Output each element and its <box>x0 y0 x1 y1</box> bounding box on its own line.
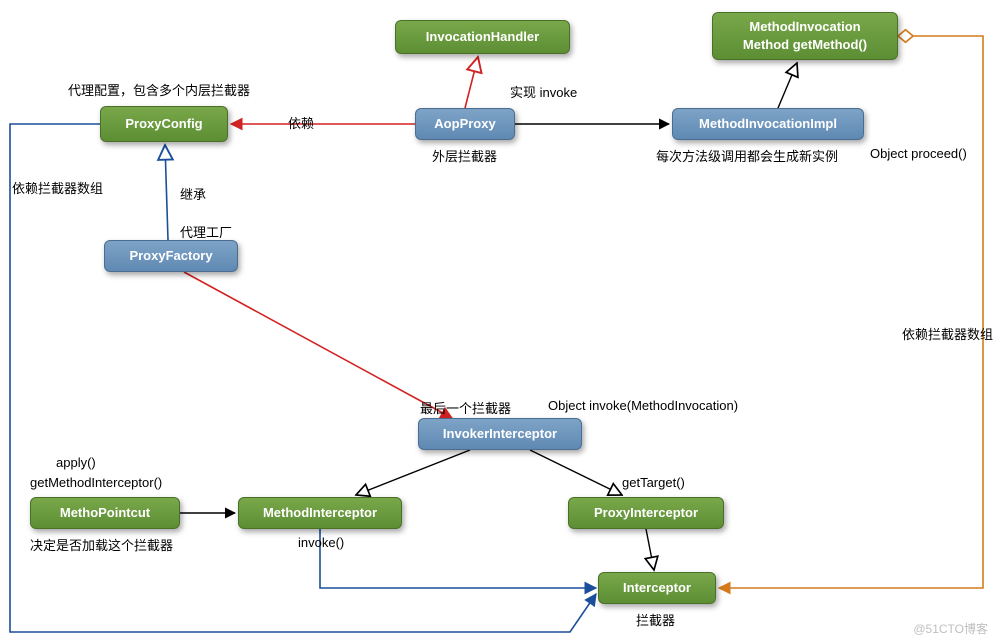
node-method-invocation-impl: MethodInvocationImpl <box>672 108 864 140</box>
label-get-mi: getMethodInterceptor() <box>30 475 162 490</box>
node-proxy-interceptor: ProxyInterceptor <box>568 497 724 529</box>
node-invocation-handler: InvocationHandler <box>395 20 570 54</box>
edge-pf-to-pc <box>165 145 168 240</box>
node-invoker-interceptor: InvokerInterceptor <box>418 418 582 450</box>
label-get-target: getTarget() <box>622 475 685 490</box>
edge-aop-to-invhandler <box>465 57 478 108</box>
node-method-invocation: MethodInvocation Method getMethod() <box>712 12 898 60</box>
label-depend-group-right: 依赖拦截器数组 <box>902 324 993 343</box>
edge-ii-to-methi <box>356 450 470 495</box>
label-proxy-factory: 代理工厂 <box>180 222 232 241</box>
label-depend: 依赖 <box>288 113 314 132</box>
label-apply: apply() <box>56 455 96 470</box>
label-new-instance: 每次方法级调用都会生成新实例 <box>656 146 838 165</box>
label-outer-interceptor: 外层拦截器 <box>432 146 497 165</box>
label-proxyconfig-desc: 代理配置，包含多个内层拦截器 <box>68 80 250 99</box>
label-object-proceed: Object proceed() <box>870 146 967 161</box>
label-impl-invoke: 实现 invoke <box>510 82 577 101</box>
label-invoke: invoke() <box>298 535 344 550</box>
node-proxy-config: ProxyConfig <box>100 106 228 142</box>
node-aop-proxy: AopProxy <box>415 108 515 140</box>
edge-methi-to-intc <box>320 529 596 588</box>
edge-ii-to-proxyi <box>530 450 622 495</box>
edge-pc-left-to-intc <box>10 124 596 632</box>
label-depend-group-left: 依赖拦截器数组 <box>12 178 103 197</box>
diagram-canvas: InvocationHandler MethodInvocation Metho… <box>0 0 994 643</box>
edge-pf-to-ii <box>184 272 452 418</box>
node-proxy-factory: ProxyFactory <box>104 240 238 272</box>
label-interceptor: 拦截器 <box>636 610 675 629</box>
node-metho-pointcut: MethoPointcut <box>30 497 180 529</box>
node-method-interceptor: MethodInterceptor <box>238 497 402 529</box>
edge-proxyi-to-intc <box>646 529 654 570</box>
edge-mii-to-mi <box>778 63 797 108</box>
node-interceptor: Interceptor <box>598 572 716 604</box>
watermark: @51CTO博客 <box>913 620 988 637</box>
label-inherit: 继承 <box>180 184 206 203</box>
label-decide-load: 决定是否加载这个拦截器 <box>30 535 173 554</box>
label-object-invoke: Object invoke(MethodInvocation) <box>548 398 738 413</box>
label-last-interceptor: 最后一个拦截器 <box>420 398 511 417</box>
